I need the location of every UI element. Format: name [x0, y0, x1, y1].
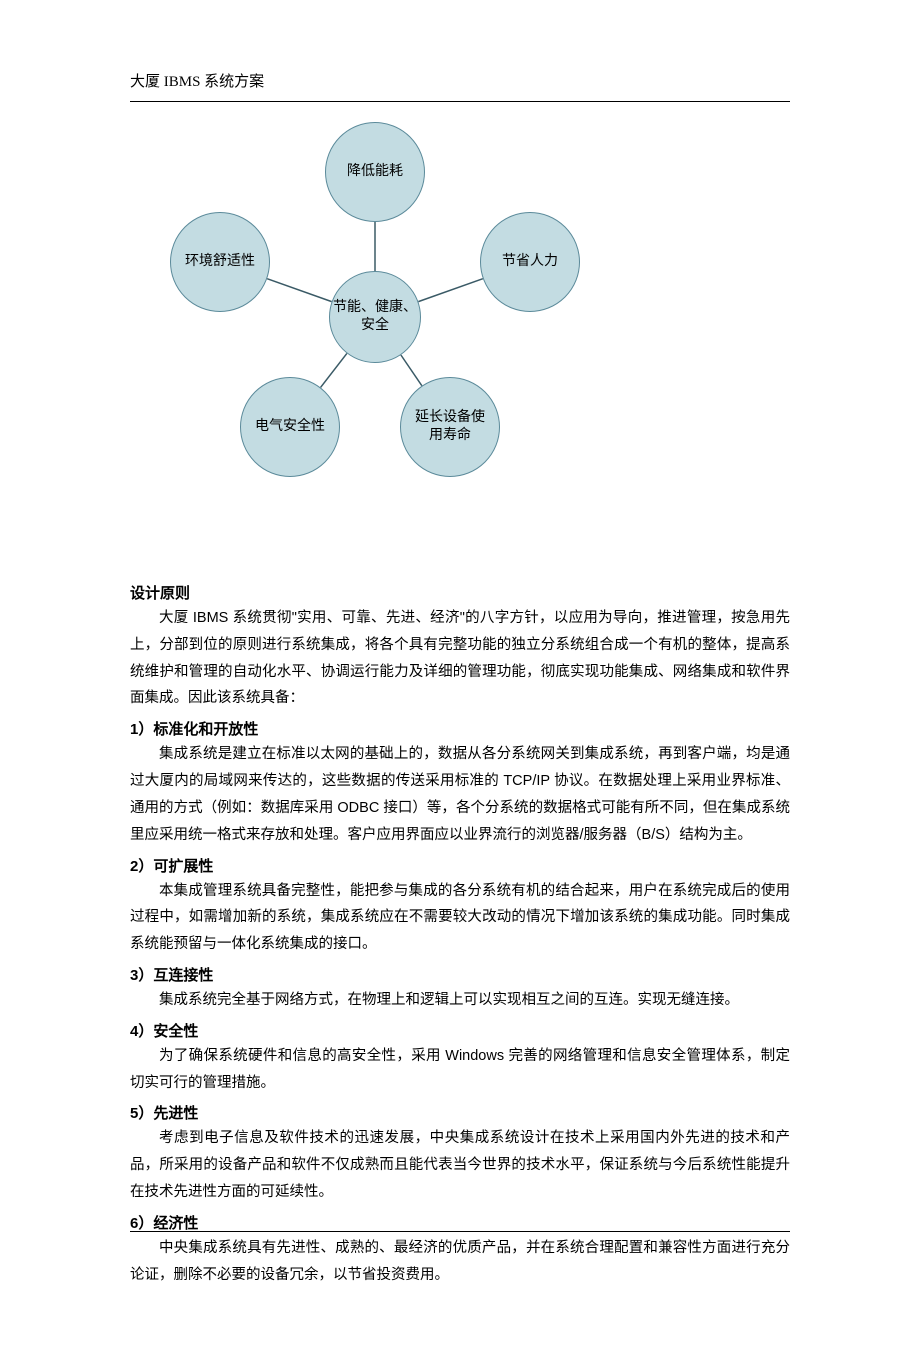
footer-rule: [130, 1231, 790, 1232]
diagram-node-label: 节能、健康、 安全: [333, 299, 417, 335]
section-paragraph: 集成系统是建立在标准以太网的基础上的，数据从各分系统网关到集成系统，再到客户端，…: [130, 741, 790, 848]
diagram-node-outer-3: 电气安全性: [240, 377, 340, 477]
section-paragraph: 为了确保系统硬件和信息的高安全性，采用 Windows 完善的网络管理和信息安全…: [130, 1043, 790, 1097]
diagram-node-label: 降低能耗: [347, 163, 403, 181]
diagram-node-label: 延长设备使 用寿命: [415, 409, 485, 445]
section-paragraph: 大厦 IBMS 系统贯彻"实用、可靠、先进、经济"的八字方针，以应用为导向，推进…: [130, 605, 790, 712]
section-paragraph: 中央集成系统具有先进性、成熟的、最经济的优质产品，并在系统合理配置和兼容性方面进…: [130, 1235, 790, 1289]
concept-diagram: 降低能耗节省人力延长设备使 用寿命 电气安全性 环境舒适性节能、健康、 安全: [130, 122, 790, 522]
section-heading: 5）先进性: [130, 1102, 790, 1123]
diagram-node-label: 环境舒适性: [185, 253, 255, 271]
diagram-edge: [267, 279, 332, 302]
section-heading: 3）互连接性: [130, 964, 790, 985]
section-heading: 设计原则: [130, 582, 790, 603]
section-paragraph: 集成系统完全基于网络方式，在物理上和逻辑上可以实现相互之间的互连。实现无缝连接。: [130, 987, 790, 1014]
diagram-node-label: 节省人力: [502, 253, 558, 271]
section-heading: 2）可扩展性: [130, 855, 790, 876]
diagram-node-outer-4: 环境舒适性: [170, 212, 270, 312]
diagram-node-outer-0: 降低能耗: [325, 122, 425, 222]
page-header-title: 大厦 IBMS 系统方案: [130, 70, 790, 91]
diagram-edge: [321, 353, 347, 387]
diagram-node-center: 节能、健康、 安全: [329, 271, 421, 363]
section-heading: 6）经济性: [130, 1212, 790, 1233]
diagram-node-label: 电气安全性: [255, 418, 325, 436]
diagram-edge: [418, 279, 483, 302]
header-rule: [130, 101, 790, 102]
section-paragraph: 本集成管理系统具备完整性，能把参与集成的各分系统有机的结合起来，用户在系统完成后…: [130, 878, 790, 958]
diagram-node-outer-2: 延长设备使 用寿命: [400, 377, 500, 477]
diagram-edge: [401, 355, 422, 386]
document-body: 设计原则大厦 IBMS 系统贯彻"实用、可靠、先进、经济"的八字方针，以应用为导…: [130, 582, 790, 1288]
diagram-node-outer-1: 节省人力: [480, 212, 580, 312]
section-heading: 1）标准化和开放性: [130, 718, 790, 739]
section-heading: 4）安全性: [130, 1020, 790, 1041]
section-paragraph: 考虑到电子信息及软件技术的迅速发展，中央集成系统设计在技术上采用国内外先进的技术…: [130, 1125, 790, 1205]
